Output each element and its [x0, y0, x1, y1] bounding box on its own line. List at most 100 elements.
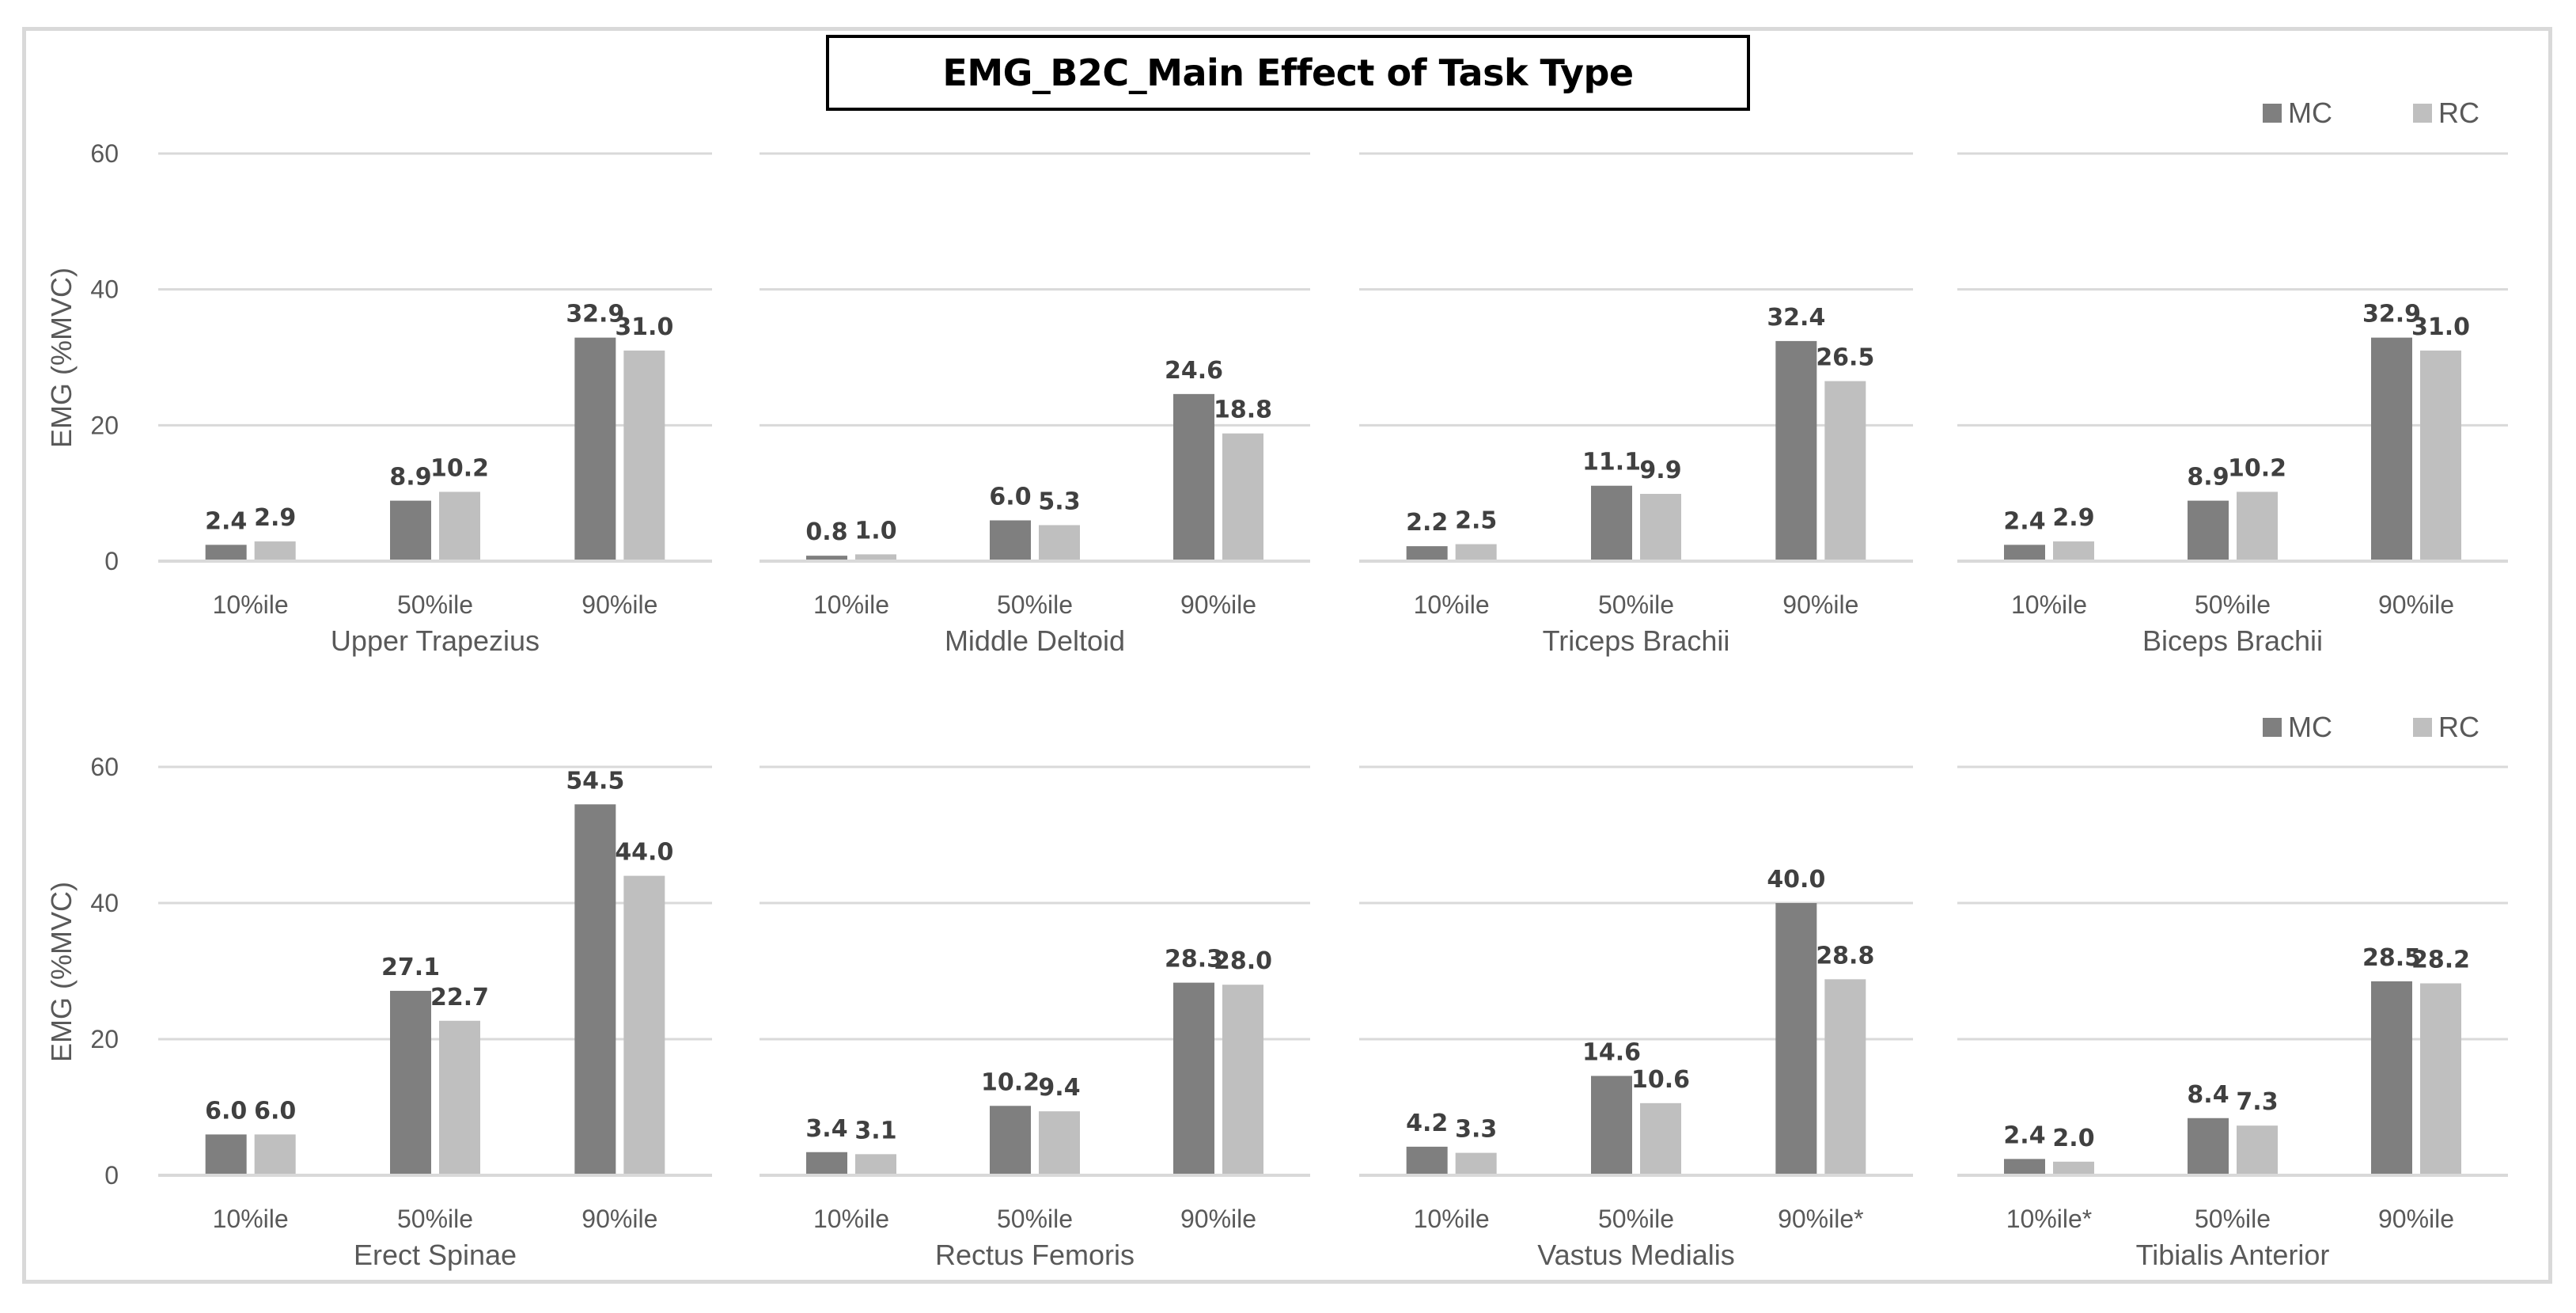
data-label: 8.9 [389, 464, 431, 491]
x-tick-label: 50%ile [2195, 1205, 2271, 1233]
data-label: 9.4 [1038, 1074, 1080, 1102]
data-label: 10.2 [2228, 454, 2286, 482]
data-label: 6.0 [254, 1097, 296, 1125]
data-label: 32.9 [2362, 301, 2421, 328]
y-tick-label: 40 [90, 275, 119, 304]
data-label: 8.9 [2187, 464, 2229, 491]
data-label: 40.0 [1767, 866, 1825, 894]
bar-middle-deltoid-90-ile-rc [1222, 433, 1263, 561]
x-tick-label: 10%ile [813, 1205, 889, 1233]
x-tick-label: 10%ile [213, 1205, 289, 1233]
data-label: 2.4 [2003, 1121, 2045, 1149]
bar-tibialis-anterior-90-ile-rc [2420, 983, 2461, 1175]
data-label: 27.1 [381, 954, 440, 981]
data-label: 10.2 [981, 1068, 1040, 1096]
y-tick-label: 0 [104, 1161, 119, 1190]
x-tick-label: 50%ile [997, 590, 1073, 619]
data-label: 7.3 [2236, 1088, 2278, 1116]
x-tick-label: 50%ile [2195, 590, 2271, 619]
bar-tibialis-anterior-90-ile-mc [2371, 981, 2412, 1175]
bar-tibialis-anterior-10-ile-rc [2053, 1161, 2094, 1175]
bar-triceps-brachii-50-ile-mc [1591, 485, 1632, 561]
data-label: 5.3 [1038, 488, 1080, 516]
y-axis-title: EMG (%MVC) [45, 882, 78, 1062]
panel-title-erect-spinae: Erect Spinae [354, 1239, 517, 1271]
data-label: 6.0 [989, 484, 1031, 511]
bar-biceps-brachii-50-ile-rc [2237, 491, 2278, 561]
bar-upper-trapezius-10-ile-mc [205, 545, 247, 561]
data-label: 24.6 [1165, 357, 1223, 385]
y-axis-title: EMG (%MVC) [45, 268, 78, 448]
bar-biceps-brachii-10-ile-mc [2004, 545, 2045, 561]
data-label: 2.4 [205, 507, 247, 535]
y-tick-label: 20 [90, 411, 119, 439]
data-label: 2.9 [2052, 504, 2094, 532]
x-tick-label: 50%ile [1598, 590, 1674, 619]
legend-label-mc: MC [2288, 97, 2332, 129]
data-label: 10.6 [1631, 1066, 1690, 1094]
panel-title-rectus-femoris: Rectus Femoris [935, 1239, 1135, 1271]
panel-title-vastus-medialis: Vastus Medialis [1537, 1239, 1734, 1271]
bar-vastus-medialis-90-ile-rc [1824, 979, 1866, 1175]
data-label: 32.9 [566, 301, 624, 328]
legend-swatch-mc [2263, 718, 2282, 737]
bar-middle-deltoid-90-ile-mc [1173, 393, 1214, 561]
bar-triceps-brachii-10-ile-rc [1455, 544, 1497, 561]
bar-rectus-femoris-10-ile-rc [855, 1154, 896, 1175]
data-label: 26.5 [1816, 344, 1874, 372]
data-label: 2.4 [2003, 507, 2045, 535]
x-tick-label: 10%ile [813, 590, 889, 619]
bar-middle-deltoid-10-ile-rc [855, 554, 896, 561]
bar-erect-spinae-90-ile-rc [623, 875, 665, 1175]
data-label: 31.0 [2411, 313, 2470, 341]
bar-tibialis-anterior-50-ile-mc [2188, 1118, 2229, 1175]
bar-vastus-medialis-10-ile-mc [1406, 1146, 1448, 1175]
data-label: 10.2 [430, 454, 489, 482]
bar-triceps-brachii-50-ile-rc [1640, 494, 1681, 561]
bar-erect-spinae-90-ile-mc [574, 804, 616, 1175]
data-label: 18.8 [1214, 397, 1272, 424]
data-label: 8.4 [2187, 1081, 2229, 1109]
data-label: 4.2 [1406, 1110, 1448, 1137]
data-label: 2.5 [1455, 507, 1497, 535]
bar-rectus-femoris-90-ile-rc [1222, 985, 1263, 1175]
data-label: 32.4 [1767, 304, 1825, 332]
x-tick-label: 10%ile [2011, 590, 2087, 619]
panel-title-upper-trapezius: Upper Trapezius [331, 624, 540, 657]
bar-vastus-medialis-50-ile-rc [1640, 1102, 1681, 1175]
data-label: 31.0 [615, 313, 673, 341]
data-label: 3.4 [805, 1115, 847, 1143]
bar-upper-trapezius-50-ile-mc [390, 500, 431, 561]
x-tick-label: 50%ile [997, 1205, 1073, 1233]
y-tick-label: 60 [90, 139, 119, 168]
bar-biceps-brachii-90-ile-rc [2420, 350, 2461, 561]
data-label: 3.3 [1455, 1116, 1497, 1144]
x-tick-label: 50%ile [1598, 1205, 1674, 1233]
chart-frame [22, 27, 2552, 1284]
bar-rectus-femoris-50-ile-rc [1039, 1111, 1080, 1175]
bar-erect-spinae-50-ile-mc [390, 990, 431, 1175]
chart-title-box: EMG_B2C_Main Effect of Task Type [826, 35, 1750, 111]
data-label: 3.1 [854, 1117, 896, 1144]
data-label: 2.2 [1406, 509, 1448, 537]
data-label: 1.0 [854, 517, 896, 545]
y-tick-label: 40 [90, 889, 119, 917]
bar-upper-trapezius-50-ile-rc [439, 491, 480, 561]
bar-triceps-brachii-90-ile-rc [1824, 381, 1866, 561]
legend-label-rc: RC [2438, 97, 2479, 129]
bar-rectus-femoris-50-ile-mc [990, 1106, 1031, 1175]
bar-vastus-medialis-10-ile-rc [1455, 1152, 1497, 1175]
data-label: 28.2 [2411, 946, 2470, 973]
bar-middle-deltoid-10-ile-mc [806, 556, 847, 561]
bar-middle-deltoid-50-ile-mc [990, 520, 1031, 561]
bar-erect-spinae-50-ile-rc [439, 1020, 480, 1175]
x-tick-label: 90%ile [1782, 590, 1858, 619]
y-tick-label: 0 [104, 547, 119, 575]
legend-swatch-mc [2263, 104, 2282, 123]
bar-triceps-brachii-10-ile-mc [1406, 546, 1448, 561]
x-tick-label: 90%ile [581, 1205, 657, 1233]
data-label: 28.3 [1165, 946, 1223, 973]
bar-rectus-femoris-10-ile-mc [806, 1152, 847, 1175]
bar-upper-trapezius-90-ile-mc [574, 337, 616, 561]
